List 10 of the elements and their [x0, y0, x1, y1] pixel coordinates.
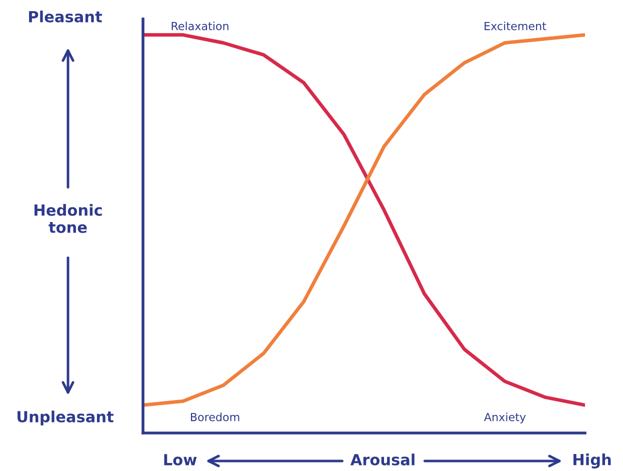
- annotation: Boredom: [190, 412, 240, 422]
- text: Excitement: [484, 22, 546, 30]
- x-axis-title: Arousal: [350, 454, 414, 466]
- text: High: [573, 454, 611, 468]
- text: Relaxation: [172, 22, 228, 30]
- annotation: Anxiety: [484, 412, 526, 424]
- text: Pleasant: [29, 10, 102, 22]
- text: Unpleasant: [18, 410, 114, 426]
- text: Low: [164, 454, 197, 466]
- y-axis-title: Hedonic tone: [34, 204, 102, 233]
